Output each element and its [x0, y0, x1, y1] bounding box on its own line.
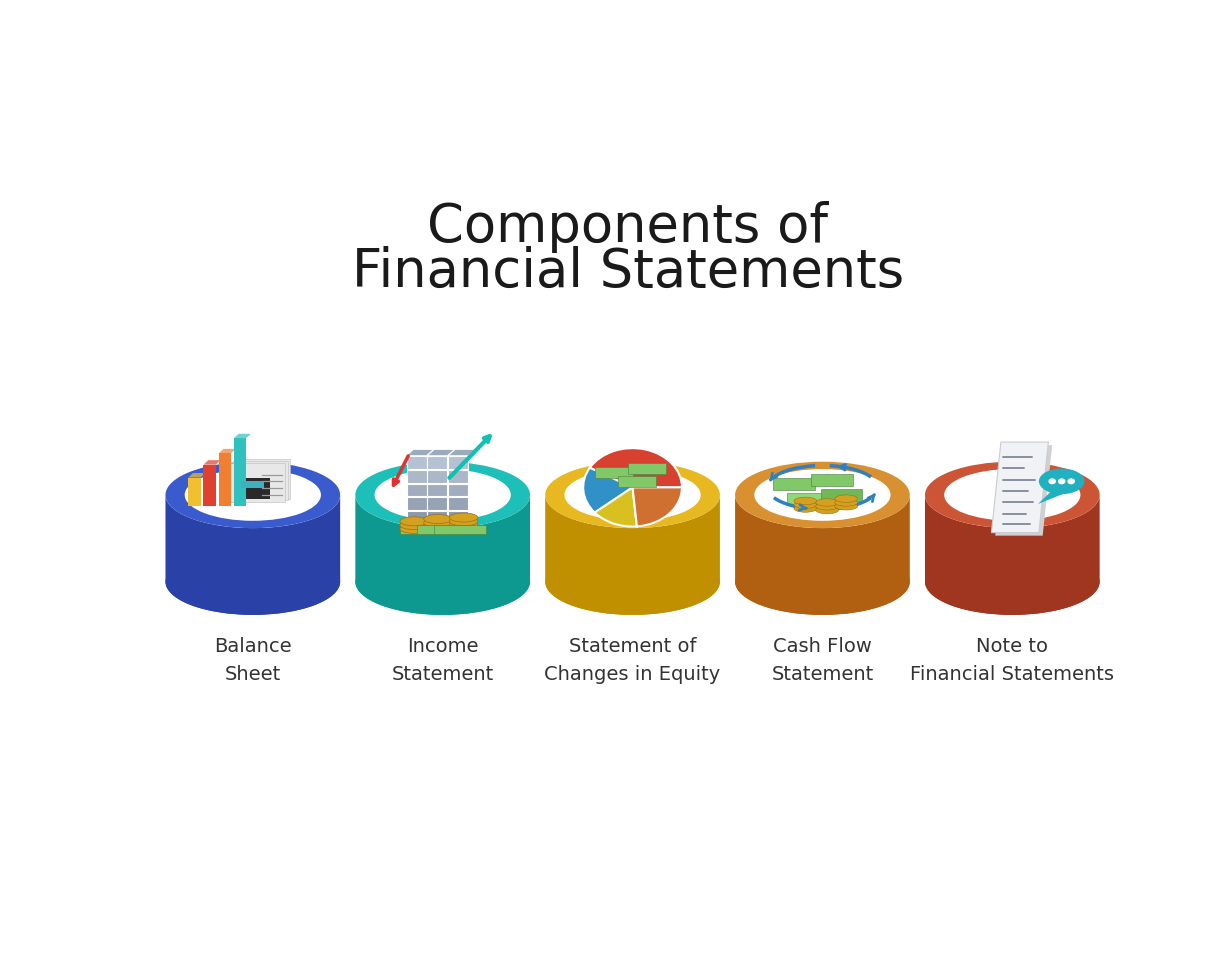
- Polygon shape: [619, 476, 657, 487]
- Polygon shape: [448, 483, 468, 497]
- Text: Financial Statements: Financial Statements: [352, 246, 904, 298]
- Ellipse shape: [424, 514, 452, 523]
- Ellipse shape: [735, 462, 910, 528]
- Ellipse shape: [816, 499, 839, 507]
- Text: Income
Statement: Income Statement: [392, 637, 494, 684]
- Polygon shape: [417, 525, 469, 534]
- Ellipse shape: [545, 549, 720, 614]
- Ellipse shape: [399, 516, 429, 526]
- Polygon shape: [448, 470, 468, 483]
- Polygon shape: [925, 495, 1100, 614]
- Ellipse shape: [794, 505, 817, 513]
- Polygon shape: [428, 511, 447, 523]
- Ellipse shape: [794, 497, 817, 505]
- Ellipse shape: [816, 507, 839, 514]
- Ellipse shape: [834, 499, 857, 507]
- Polygon shape: [189, 477, 201, 507]
- Ellipse shape: [424, 522, 452, 531]
- Ellipse shape: [185, 469, 321, 520]
- Polygon shape: [399, 525, 452, 534]
- Ellipse shape: [755, 469, 891, 520]
- Polygon shape: [428, 450, 454, 456]
- Polygon shape: [230, 464, 285, 503]
- Polygon shape: [235, 477, 270, 499]
- Wedge shape: [632, 487, 682, 526]
- Polygon shape: [235, 460, 290, 499]
- Text: Balance
Sheet: Balance Sheet: [214, 637, 292, 684]
- Circle shape: [1049, 478, 1056, 484]
- Polygon shape: [407, 497, 426, 510]
- Ellipse shape: [545, 462, 720, 528]
- Polygon shape: [407, 450, 434, 456]
- Polygon shape: [355, 495, 530, 614]
- Text: Cash Flow
Statement: Cash Flow Statement: [772, 637, 873, 684]
- Polygon shape: [165, 495, 341, 614]
- Ellipse shape: [565, 469, 701, 520]
- Polygon shape: [428, 470, 447, 483]
- Polygon shape: [218, 449, 235, 454]
- Ellipse shape: [355, 462, 530, 528]
- Ellipse shape: [450, 513, 478, 522]
- Polygon shape: [735, 495, 910, 614]
- Ellipse shape: [944, 469, 1080, 520]
- Polygon shape: [995, 445, 1052, 536]
- Ellipse shape: [165, 549, 341, 614]
- Polygon shape: [448, 497, 468, 510]
- Polygon shape: [241, 480, 265, 488]
- Polygon shape: [407, 483, 426, 497]
- Polygon shape: [407, 470, 426, 483]
- Polygon shape: [448, 450, 475, 456]
- Ellipse shape: [399, 524, 429, 533]
- Polygon shape: [434, 525, 486, 534]
- Polygon shape: [233, 461, 288, 500]
- Polygon shape: [234, 438, 246, 507]
- Circle shape: [1058, 478, 1066, 484]
- Text: Components of: Components of: [428, 201, 828, 253]
- Ellipse shape: [816, 503, 839, 510]
- Polygon shape: [545, 495, 720, 614]
- Ellipse shape: [399, 520, 429, 529]
- Ellipse shape: [794, 501, 817, 509]
- Wedge shape: [589, 448, 682, 487]
- Polygon shape: [448, 457, 468, 469]
- Polygon shape: [407, 511, 426, 523]
- Polygon shape: [234, 434, 251, 438]
- Polygon shape: [821, 489, 862, 501]
- Ellipse shape: [1039, 468, 1084, 494]
- Polygon shape: [628, 464, 666, 473]
- Polygon shape: [428, 457, 447, 469]
- Ellipse shape: [925, 462, 1100, 528]
- Polygon shape: [448, 511, 468, 523]
- Polygon shape: [428, 497, 447, 510]
- Ellipse shape: [450, 516, 478, 526]
- Ellipse shape: [735, 549, 910, 614]
- Ellipse shape: [355, 549, 530, 614]
- Wedge shape: [583, 467, 632, 513]
- Ellipse shape: [450, 520, 478, 529]
- Polygon shape: [203, 461, 220, 465]
- Polygon shape: [203, 465, 216, 507]
- Ellipse shape: [834, 495, 857, 503]
- Ellipse shape: [165, 462, 341, 528]
- Polygon shape: [991, 442, 1049, 533]
- Circle shape: [1067, 478, 1076, 484]
- Polygon shape: [594, 467, 632, 477]
- Text: Statement of
Changes in Equity: Statement of Changes in Equity: [544, 637, 720, 684]
- Text: Note to
Financial Statements: Note to Financial Statements: [910, 637, 1115, 684]
- Polygon shape: [1038, 490, 1067, 504]
- Ellipse shape: [424, 518, 452, 527]
- Polygon shape: [811, 473, 853, 486]
- Wedge shape: [595, 487, 637, 526]
- Ellipse shape: [375, 469, 511, 520]
- Ellipse shape: [925, 549, 1100, 614]
- Polygon shape: [428, 483, 447, 497]
- Polygon shape: [218, 454, 232, 507]
- Polygon shape: [407, 457, 426, 469]
- Polygon shape: [788, 493, 829, 505]
- Polygon shape: [189, 473, 206, 477]
- Ellipse shape: [834, 503, 857, 510]
- Polygon shape: [773, 477, 815, 490]
